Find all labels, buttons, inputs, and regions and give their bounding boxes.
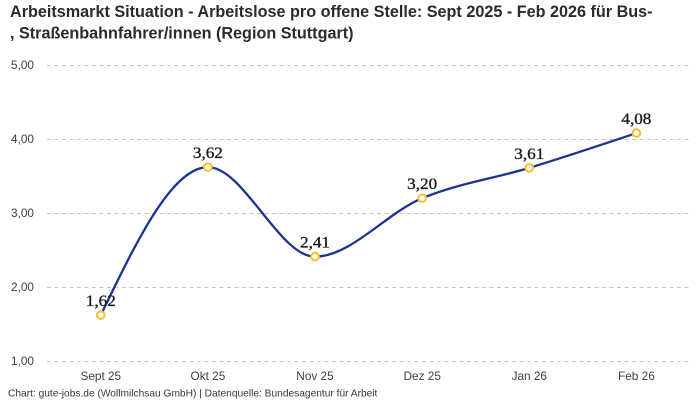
svg-text:Feb 26: Feb 26	[618, 369, 655, 383]
svg-text:Dez 25: Dez 25	[404, 369, 442, 383]
svg-text:4,00: 4,00	[11, 132, 34, 146]
svg-text:Jan 26: Jan 26	[512, 369, 548, 383]
svg-text:3,61: 3,61	[514, 146, 544, 163]
svg-text:2,00: 2,00	[11, 280, 34, 294]
svg-text:, Straßenbahnfahrer/innen (Reg: , Straßenbahnfahrer/innen (Region Stuttg…	[10, 25, 354, 43]
svg-text:Chart: gute-jobs.de (Wollmilch: Chart: gute-jobs.de (Wollmilchsau GmbH) …	[8, 389, 378, 400]
svg-text:1,62: 1,62	[86, 293, 116, 310]
svg-text:Nov 25: Nov 25	[296, 369, 334, 383]
svg-text:3,62: 3,62	[193, 145, 223, 162]
svg-text:3,00: 3,00	[11, 206, 34, 220]
svg-text:1,00: 1,00	[11, 354, 34, 368]
svg-text:Arbeitsmarkt Situation - Arbei: Arbeitsmarkt Situation - Arbeitslose pro…	[10, 3, 653, 21]
svg-text:Sept 25: Sept 25	[80, 369, 121, 383]
svg-text:2,41: 2,41	[300, 235, 330, 252]
svg-text:3,20: 3,20	[407, 176, 437, 193]
svg-text:5,00: 5,00	[11, 58, 34, 72]
svg-text:4,08: 4,08	[621, 111, 651, 128]
svg-text:Okt 25: Okt 25	[191, 369, 226, 383]
